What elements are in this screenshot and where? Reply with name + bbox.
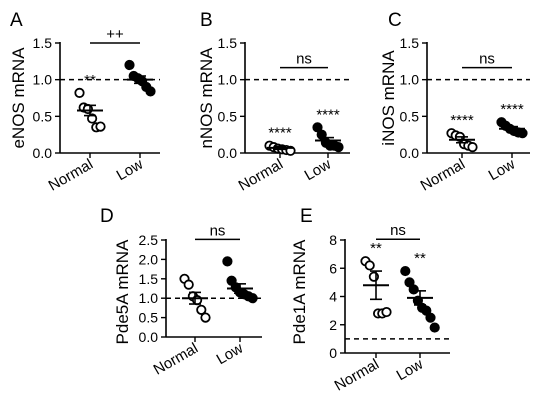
data-point <box>368 271 379 282</box>
y-tick-label: 1.5 <box>400 35 420 51</box>
significance-label: ** <box>370 240 382 257</box>
y-tick-label: 0.5 <box>33 108 53 124</box>
data-point <box>517 128 528 139</box>
y-tick-label: 0 <box>329 345 337 361</box>
data-point <box>429 322 440 333</box>
x-tick-label: Normal <box>151 340 201 379</box>
y-axis-label: eNOS mRNA <box>9 47 28 149</box>
y-tick-label: 0.5 <box>218 108 238 124</box>
data-point <box>364 260 375 271</box>
y-tick-label: 0.0 <box>400 145 420 161</box>
significance-label: ** <box>414 250 426 267</box>
significance-label: ** <box>84 72 96 89</box>
y-tick-label: 0.5 <box>400 108 420 124</box>
y-tick-label: 2.0 <box>139 251 159 267</box>
data-point <box>222 256 233 267</box>
bracket-label: ++ <box>106 26 124 43</box>
y-tick-label: 1.0 <box>33 72 53 88</box>
data-point <box>333 142 344 153</box>
x-tick-label: Low <box>114 156 146 185</box>
data-point <box>95 121 106 132</box>
data-point <box>87 113 98 124</box>
panel-label: D <box>100 206 114 227</box>
y-axis-label: iNOS mRNA <box>379 50 398 146</box>
y-tick-label: 1.5 <box>33 35 53 51</box>
significance-label: **** <box>316 106 340 123</box>
significance-label: **** <box>450 112 474 129</box>
data-point <box>467 142 478 153</box>
y-axis-label: nNOS mRNA <box>197 47 216 149</box>
bracket-label: ns <box>210 222 226 239</box>
x-tick-label: Normal <box>236 156 286 195</box>
bracket-label: ns <box>296 51 312 68</box>
x-tick-label: Low <box>302 156 334 185</box>
y-axis-label: Pde1A mRNA <box>290 239 309 345</box>
y-tick-label: 2.5 <box>139 232 159 248</box>
y-tick-label: 0.5 <box>139 310 159 326</box>
y-tick-label: 0.0 <box>218 145 238 161</box>
panel-label: C <box>388 10 402 31</box>
data-point <box>408 284 419 295</box>
x-tick-label: Low <box>394 356 426 385</box>
bracket-label: ns <box>390 222 406 239</box>
y-tick-label: 1.5 <box>139 271 159 287</box>
data-point <box>74 87 85 98</box>
y-tick-label: 1.0 <box>400 72 420 88</box>
data-point <box>247 293 258 304</box>
y-tick-label: 1.0 <box>139 290 159 306</box>
x-tick-label: Low <box>214 340 246 369</box>
significance-label: **** <box>268 125 292 142</box>
data-point <box>316 129 327 140</box>
y-tick-label: 6 <box>329 260 337 276</box>
panel-label: E <box>300 206 313 227</box>
y-tick-label: 0.0 <box>139 329 159 345</box>
data-point <box>196 304 207 315</box>
data-point <box>124 59 135 71</box>
y-axis-label: Pde5A mRNA <box>113 239 132 345</box>
significance-label: **** <box>500 101 524 118</box>
bracket-label: ns <box>479 51 495 68</box>
data-point <box>381 306 392 318</box>
panel-label: A <box>10 10 23 31</box>
y-tick-label: 1.0 <box>218 72 238 88</box>
panel-label: B <box>200 10 213 31</box>
y-tick-label: 0.0 <box>33 145 53 161</box>
y-tick-label: 1.5 <box>218 35 238 51</box>
x-tick-label: Low <box>486 156 518 185</box>
data-point <box>183 279 194 290</box>
x-tick-label: Normal <box>332 356 382 395</box>
data-point <box>200 312 211 323</box>
x-tick-label: Normal <box>418 156 468 195</box>
y-tick-label: 8 <box>329 232 337 248</box>
x-tick-label: Normal <box>46 156 96 195</box>
y-tick-label: 4 <box>329 289 337 305</box>
data-point <box>425 312 436 323</box>
panel-e: E Pde1A mRNA 0 2 4 6 8 Normal Low ** ** ns <box>290 206 450 395</box>
panel-d: D Pde5A mRNA 0.0 0.5 1.0 1.5 2.0 2.5 Normal Low ns <box>100 206 262 379</box>
data-point <box>400 265 411 277</box>
y-tick-label: 2 <box>329 317 337 333</box>
data-point <box>145 86 156 97</box>
data-point <box>312 122 323 133</box>
